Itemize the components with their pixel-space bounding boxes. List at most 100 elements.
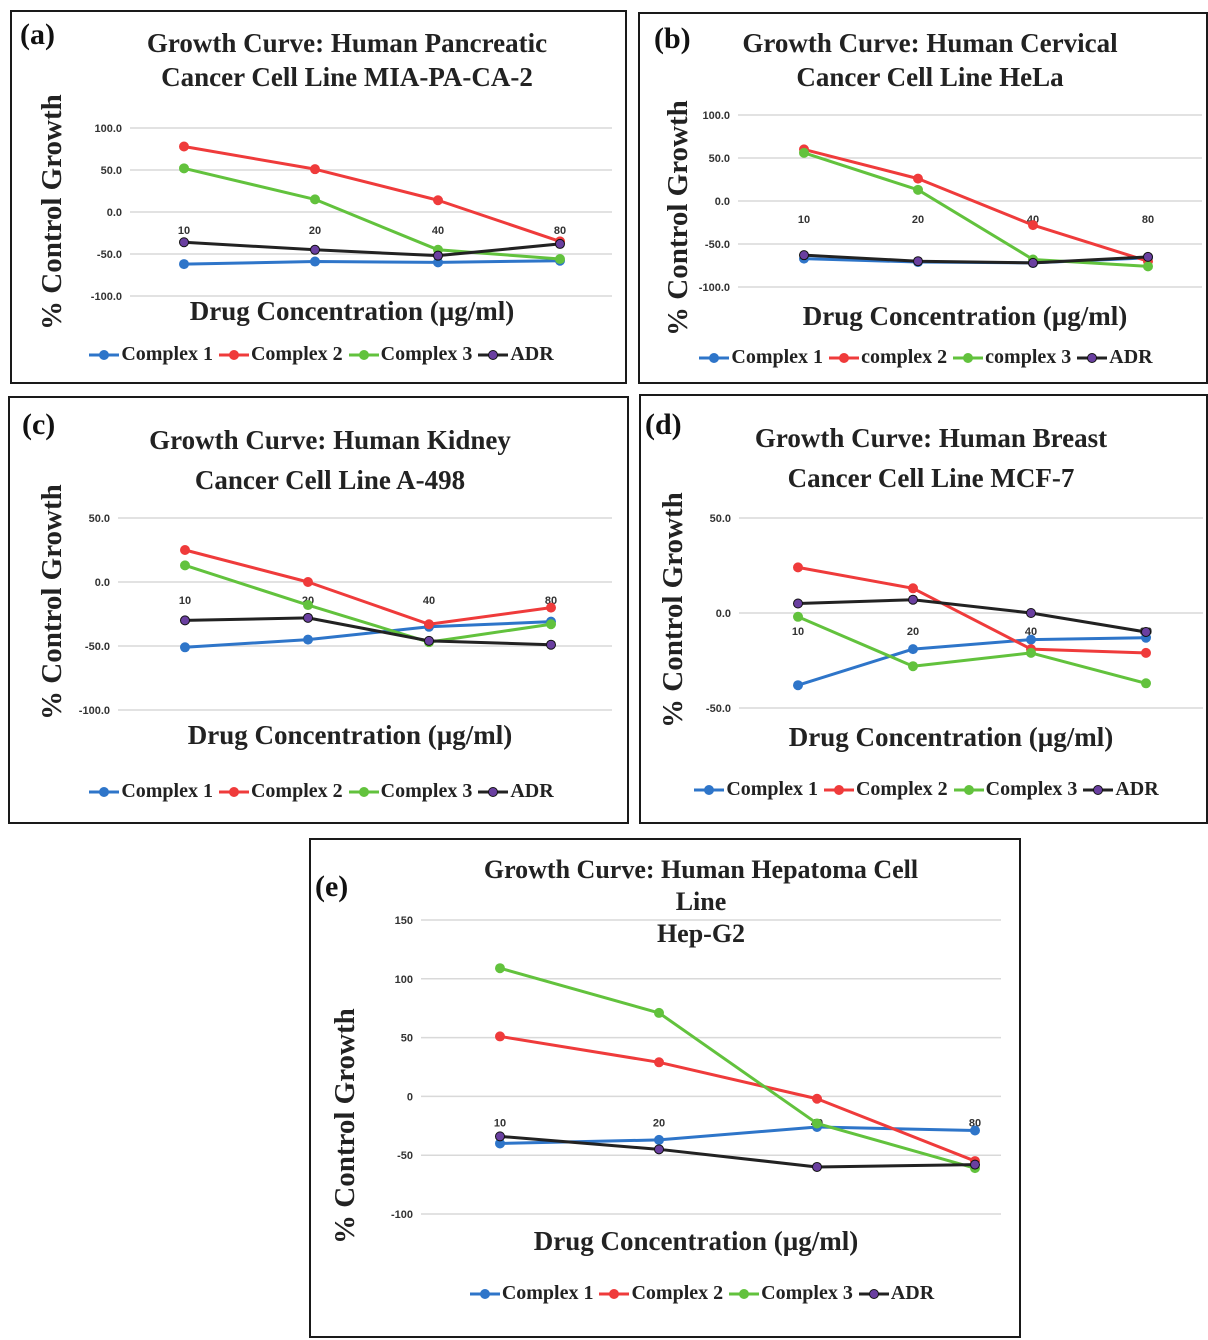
y-tick-label: 50.0 (101, 165, 122, 177)
y-tick-label: 100 (395, 974, 413, 986)
legend-swatch (1083, 784, 1114, 795)
legend-swatch (89, 349, 120, 360)
panel-e: (e) Growth Curve: Human Hepatoma Cell Li… (309, 838, 1021, 1338)
data-point (793, 680, 803, 691)
data-point (654, 1057, 664, 1068)
legend-item: Complex 2 (217, 343, 343, 366)
data-point (908, 644, 918, 655)
panel-label: (b) (654, 22, 691, 55)
legend-label: Complex 2 (250, 780, 343, 802)
data-point (495, 963, 505, 974)
data-point (799, 147, 809, 158)
data-point (654, 1007, 664, 1018)
legend-swatch (599, 1288, 630, 1299)
legend-item: Complex 1 (697, 346, 823, 369)
data-point (812, 1118, 822, 1129)
chart-title-line: Growth Curve: Human Breast (754, 423, 1108, 453)
legend: Complex 1 Complex 2 Complex 3 ADR (401, 1282, 1001, 1305)
legend-item: Complex 2 (822, 778, 948, 801)
legend-swatch (953, 352, 984, 363)
chart-title-line: Cancer Cell Line HeLa (796, 62, 1064, 92)
y-tick-label: 0.0 (716, 608, 731, 620)
legend-swatch (478, 349, 509, 360)
legend-swatch (729, 1288, 760, 1299)
y-tick-label: 0 (407, 1091, 413, 1103)
panel-d: (d) Growth Curve: Human Breast Cancer Ce… (639, 394, 1208, 824)
x-tick-label: 80 (1142, 214, 1154, 226)
y-tick-label: -50.0 (85, 641, 110, 653)
legend-item: Complex 3 (347, 780, 473, 803)
legend-item: ADR (476, 780, 554, 803)
legend-item: ADR (857, 1282, 934, 1305)
data-point (908, 594, 918, 605)
legend-swatch (953, 784, 984, 795)
legend-item: ADR (1081, 778, 1159, 801)
legend-label: complex 2 (861, 346, 948, 368)
panel-label: (a) (20, 18, 55, 51)
data-point (495, 1131, 505, 1142)
series-line (797, 615, 1147, 685)
y-tick-label: 150 (395, 915, 413, 927)
y-tick-label: -50.0 (705, 239, 730, 251)
data-point (970, 1159, 980, 1170)
data-point (555, 254, 565, 265)
chart-title: Growth Curve: Human Hepatoma Cell Line H… (411, 854, 991, 950)
series-line (184, 563, 552, 644)
x-tick-label: 80 (554, 225, 566, 237)
legend-item: Complex 1 (87, 780, 213, 803)
legend-swatch (1077, 352, 1108, 363)
data-point (310, 194, 320, 205)
legend-label: Complex 1 (121, 780, 213, 802)
x-tick-label: 10 (178, 225, 190, 237)
legend-swatch (89, 786, 120, 797)
data-point (179, 141, 189, 152)
series-line (803, 147, 1149, 263)
legend-swatch (829, 352, 860, 363)
x-tick-label: 80 (969, 1117, 981, 1129)
data-point (303, 600, 313, 611)
legend: Complex 1 complex 2 complex 3 ADR (640, 346, 1208, 369)
legend-swatch (348, 786, 379, 797)
data-point (913, 256, 923, 267)
panel-b: (b) Growth Curve: Human Cervical Cancer … (638, 12, 1208, 384)
panel-label: (c) (22, 408, 56, 441)
legend-item: ADR (1075, 346, 1153, 369)
data-point (1143, 261, 1153, 272)
data-point (793, 598, 803, 609)
panel-c: (c) Growth Curve: Human Kidney Cancer Ce… (8, 396, 629, 824)
data-point (546, 639, 556, 650)
data-point (1026, 647, 1036, 658)
legend-label: Complex 2 (250, 343, 343, 365)
legend-swatch (348, 349, 379, 360)
chart-title-line: Hep-G2 (656, 919, 746, 948)
legend-item: Complex 1 (87, 343, 213, 366)
data-point (433, 250, 443, 261)
chart-title: Growth Curve: Human Kidney Cancer Cell L… (90, 420, 570, 500)
series-line (183, 145, 561, 243)
data-point (310, 164, 320, 175)
x-tick-label: 20 (907, 626, 919, 638)
y-tick-label: -100.0 (91, 291, 122, 303)
legend-label: Complex 3 (380, 780, 473, 802)
legend-label: complex 3 (985, 346, 1072, 368)
legend-item: Complex 2 (597, 1282, 723, 1305)
chart-title-line: Cancer Cell Line MCF-7 (787, 463, 1075, 493)
legend-label: Complex 2 (631, 1282, 724, 1304)
data-point (180, 545, 190, 555)
series-line (803, 253, 1149, 265)
data-point (303, 577, 313, 587)
data-point (310, 256, 320, 267)
data-point (495, 1031, 505, 1042)
legend: Complex 1 Complex 2 Complex 3 ADR (12, 343, 629, 366)
data-point (180, 642, 190, 653)
data-point (179, 237, 189, 248)
legend-label: Complex 3 (761, 1282, 853, 1304)
data-point (1026, 634, 1036, 645)
data-point (654, 1134, 664, 1145)
panel-label: (d) (645, 408, 682, 441)
data-point (546, 619, 556, 630)
data-point (1141, 647, 1151, 658)
legend-swatch (694, 784, 725, 795)
data-point (179, 163, 189, 174)
x-tick-label: 40 (1025, 626, 1037, 638)
